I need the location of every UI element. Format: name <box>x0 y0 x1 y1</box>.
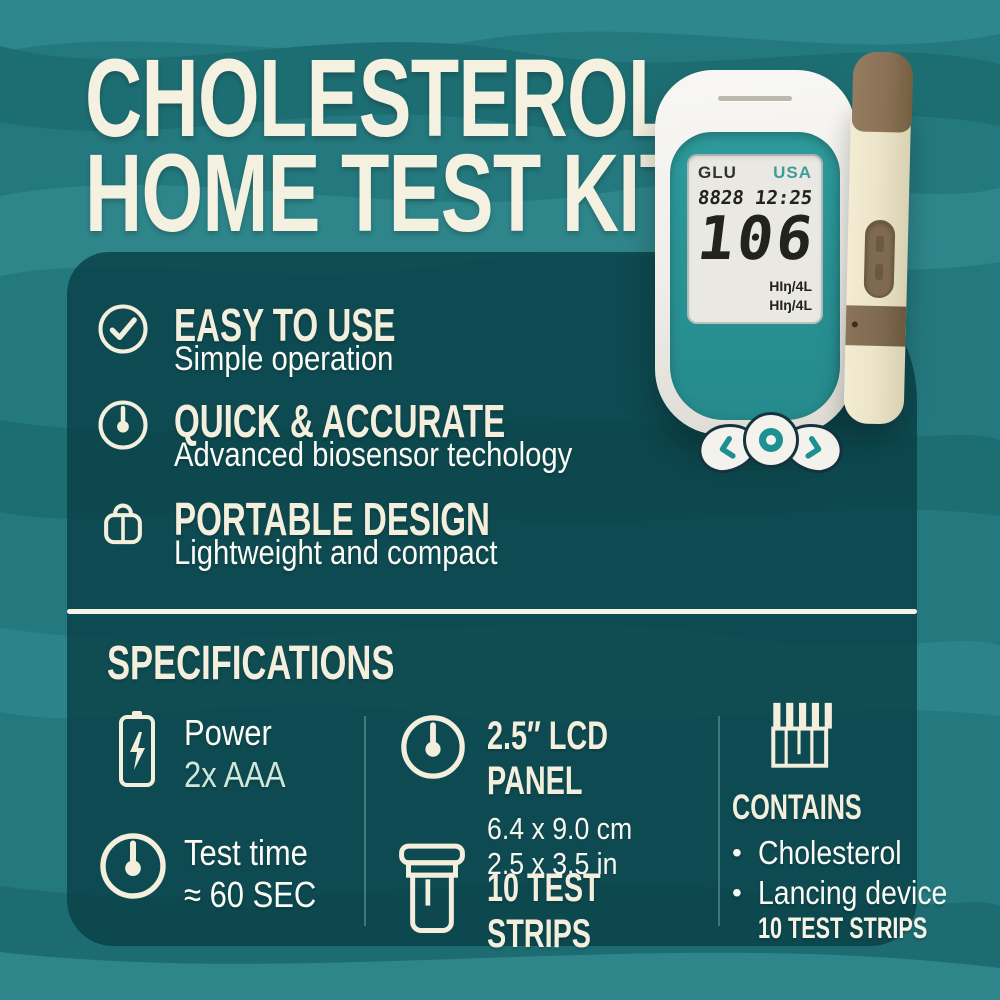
spec-power-value: 2x AAA <box>184 754 286 796</box>
center-ok-button <box>743 412 799 468</box>
vertical-divider-2 <box>718 716 720 926</box>
spec-power: Power 2x AAA <box>184 712 302 797</box>
pen-cap <box>851 51 914 133</box>
feature-subtext: Lightweight and compact <box>174 534 498 572</box>
chevron-left-icon <box>719 436 736 459</box>
contains-heading: CONTAINS <box>732 788 862 827</box>
spec-lcd-dim-in: 2.5 x 3.5 in <box>487 846 618 882</box>
feature-subtext: Advanced biosensor techology <box>174 436 573 474</box>
lcd-screen: GLU USA 8828 12:25 106 HIŋ/4L HIŋ/4L <box>687 154 823 324</box>
spec-strips-line1: 10 TEST <box>487 866 601 910</box>
vertical-divider-1 <box>364 716 366 926</box>
meter-face: GLU USA 8828 12:25 106 HIŋ/4L HIŋ/4L <box>670 132 848 478</box>
feature-heading: QUICK & ACCURATE <box>174 395 506 447</box>
spec-test-time: Test time ≈ 60 SEC <box>184 832 338 917</box>
spec-test-time-value: ≈ 60 SEC <box>184 874 317 916</box>
strip-vial-icon <box>396 842 468 936</box>
strip-slot <box>718 96 792 101</box>
spec-lcd-line1: 2.5″ LCD <box>487 714 609 758</box>
bag-icon <box>96 496 150 550</box>
chevron-right-icon <box>805 436 822 459</box>
spec-strips-line2: STRIPS <box>487 912 592 956</box>
timer-icon <box>97 830 169 902</box>
feature-subtext: Simple operation <box>174 340 394 378</box>
lcd-reading: 106 <box>693 204 820 274</box>
spec-lcd-line2: PANEL <box>487 759 583 803</box>
contains-footnote: 10 TEST STRIPS <box>758 912 928 945</box>
lcd-label-usa: USA <box>773 163 812 182</box>
horizontal-divider <box>67 609 917 614</box>
gauge-icon <box>398 712 468 782</box>
bullet-icon: • <box>732 877 742 908</box>
spec-test-time-label: Test time <box>184 832 308 873</box>
contains-item: • Lancing device <box>732 874 948 911</box>
lcd-label-glu: GLU <box>698 163 737 182</box>
spec-test-strips: 10 TEST STRIPS <box>487 868 645 954</box>
test-strips-icon <box>763 700 835 780</box>
title-line-2: HOME TEST KIT <box>85 131 688 255</box>
battery-icon <box>112 708 162 790</box>
ok-ring-icon <box>759 428 783 452</box>
pen-release-button <box>863 219 896 299</box>
lcd-flags: HIŋ/4L HIŋ/4L <box>769 277 812 314</box>
spec-lcd-panel: 2.5″ LCD PANEL 6.4 x 9.0 cm 2.5 x 3.5 in <box>487 716 656 881</box>
timer-icon <box>96 398 150 452</box>
specifications-heading: SPECIFICATIONS <box>107 637 395 690</box>
contains-item: • Cholesterol <box>732 834 902 871</box>
spec-lcd-dim-cm: 6.4 x 9.0 cm <box>487 811 633 846</box>
lancing-pen <box>837 51 922 425</box>
spec-power-label: Power <box>184 712 272 753</box>
page-title: CHOLESTEROL HOME TEST KIT <box>85 37 921 255</box>
check-circle-icon <box>96 302 150 356</box>
title-line-1: CHOLESTEROL <box>85 37 676 160</box>
feature-heading: EASY TO USE <box>174 299 396 351</box>
right-arrow-button <box>778 418 848 478</box>
glucose-meter: GLU USA 8828 12:25 106 HIŋ/4L HIŋ/4L <box>655 70 855 478</box>
feature-heading: PORTABLE DESIGN <box>174 493 490 545</box>
left-arrow-button <box>693 418 763 478</box>
bullet-icon: • <box>732 837 742 868</box>
